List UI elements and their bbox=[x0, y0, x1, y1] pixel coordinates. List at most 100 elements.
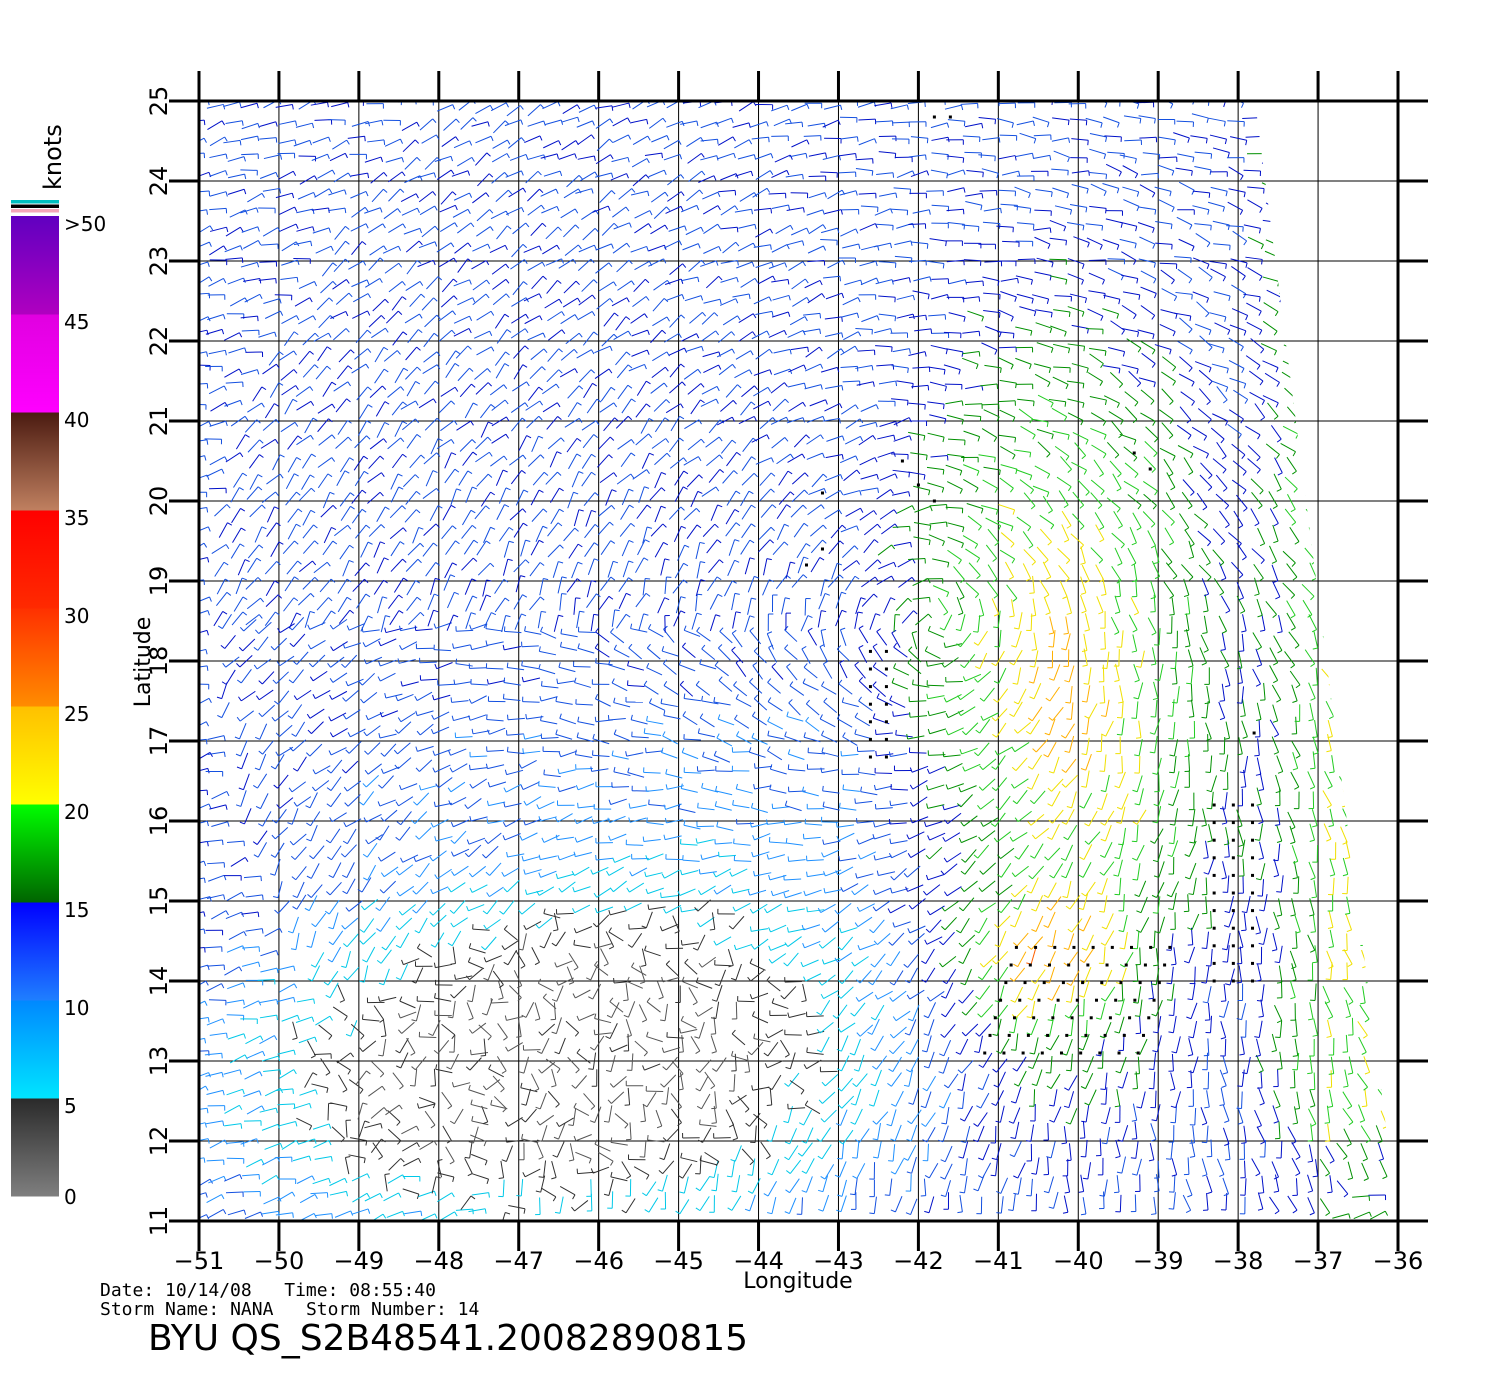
wind-vector bbox=[1321, 218, 1336, 234]
wind-vector bbox=[929, 414, 947, 424]
wind-vector bbox=[1154, 774, 1160, 793]
wind-vector bbox=[226, 891, 245, 901]
wind-vector bbox=[1340, 826, 1348, 845]
wind-vector bbox=[1292, 1019, 1298, 1037]
wind-vector bbox=[341, 950, 351, 969]
wind-vector bbox=[567, 385, 584, 399]
rain-flag-dot bbox=[1094, 998, 1098, 1002]
wind-vector bbox=[1184, 754, 1191, 772]
wind-vector bbox=[1254, 738, 1260, 757]
wind-vector bbox=[1179, 317, 1193, 334]
wind-vector bbox=[351, 120, 371, 127]
wind-vector bbox=[1311, 880, 1318, 899]
wind-vector bbox=[974, 670, 991, 683]
wind-vector bbox=[365, 277, 383, 288]
wind-vector bbox=[1171, 947, 1177, 966]
wind-vector bbox=[229, 297, 248, 307]
wind-vector bbox=[671, 1060, 684, 1078]
wind-vector bbox=[1049, 863, 1064, 879]
x-tick-label: −45 bbox=[653, 1247, 704, 1275]
wind-vector bbox=[965, 201, 983, 211]
wind-vector bbox=[1291, 1157, 1301, 1176]
wind-vector bbox=[1368, 412, 1385, 426]
wind-vector bbox=[1047, 790, 1061, 807]
wind-vector bbox=[312, 136, 331, 144]
wind-vector bbox=[1201, 547, 1211, 566]
wind-vector bbox=[1196, 301, 1210, 318]
wind-vector bbox=[791, 278, 809, 290]
wind-vector bbox=[733, 943, 753, 951]
wind-vector bbox=[617, 384, 633, 400]
wind-vector bbox=[836, 1055, 850, 1072]
wind-vector bbox=[1014, 844, 1029, 860]
wind-vector bbox=[977, 798, 995, 810]
plot-frame bbox=[169, 71, 1428, 1251]
wind-vector bbox=[1219, 1069, 1227, 1088]
wind-vector bbox=[1257, 1087, 1265, 1106]
wind-vector bbox=[1048, 630, 1056, 648]
wind-vector bbox=[892, 121, 910, 128]
wind-vector bbox=[247, 402, 265, 413]
wind-vector bbox=[1195, 233, 1211, 248]
wind-vector bbox=[1168, 826, 1177, 845]
wind-vector bbox=[1188, 699, 1195, 718]
wind-vector bbox=[912, 679, 930, 688]
wind-vector bbox=[646, 715, 664, 725]
wind-vector bbox=[1276, 965, 1283, 984]
wind-vector bbox=[1143, 456, 1156, 473]
wind-vector bbox=[199, 329, 209, 336]
wind-vector bbox=[441, 1023, 456, 1040]
wind-vector bbox=[962, 535, 979, 549]
wind-vector bbox=[437, 680, 455, 686]
wind-vector bbox=[265, 594, 283, 607]
wind-vector bbox=[1184, 529, 1195, 548]
wind-vector bbox=[1095, 1039, 1105, 1057]
wind-vector bbox=[292, 651, 309, 665]
wind-vector bbox=[1225, 968, 1235, 986]
wind-vector bbox=[1298, 154, 1317, 164]
wind-vector bbox=[675, 1199, 690, 1215]
wind-vector bbox=[1287, 1126, 1297, 1145]
wind-vector bbox=[283, 331, 299, 346]
wind-vector bbox=[667, 191, 685, 202]
wind-vector bbox=[1211, 363, 1229, 374]
wind-vector bbox=[1290, 771, 1300, 790]
wind-vector bbox=[277, 623, 295, 633]
wind-vector bbox=[645, 853, 664, 861]
wind-vector bbox=[854, 916, 873, 928]
wind-vector bbox=[209, 456, 228, 466]
wind-vector bbox=[861, 576, 879, 588]
wind-vector bbox=[921, 948, 935, 965]
wind-vector bbox=[1209, 134, 1228, 145]
wind-vector bbox=[275, 192, 295, 199]
wind-vector bbox=[464, 1158, 473, 1177]
wind-vector bbox=[1019, 479, 1035, 495]
rain-flag-dot bbox=[1122, 1033, 1126, 1037]
wind-vector bbox=[469, 884, 488, 893]
wind-vector bbox=[518, 1056, 530, 1074]
wind-vector bbox=[1132, 863, 1141, 881]
wind-vector bbox=[1062, 1158, 1069, 1177]
wind-vector bbox=[680, 1015, 697, 1029]
wind-vector bbox=[1044, 718, 1056, 736]
wind-vector bbox=[891, 629, 901, 648]
wind-vector bbox=[278, 170, 297, 180]
wind-vector bbox=[784, 644, 798, 660]
wind-vector bbox=[852, 1073, 868, 1088]
wind-vector bbox=[485, 663, 504, 670]
wind-vector bbox=[527, 120, 546, 127]
wind-vector bbox=[1294, 1091, 1301, 1110]
wind-vector bbox=[645, 1086, 664, 1093]
wind-vector bbox=[288, 612, 302, 629]
wind-vector bbox=[1061, 524, 1070, 543]
wind-vector bbox=[820, 1109, 837, 1123]
wind-vector bbox=[404, 509, 421, 523]
wind-vector bbox=[542, 101, 561, 110]
wind-vector bbox=[1019, 306, 1037, 317]
wind-vector bbox=[440, 191, 457, 205]
wind-vector bbox=[941, 916, 957, 931]
wind-vector bbox=[278, 120, 298, 126]
wind-vector bbox=[629, 118, 649, 125]
wind-vector bbox=[993, 831, 1012, 843]
wind-vector bbox=[1034, 373, 1051, 388]
